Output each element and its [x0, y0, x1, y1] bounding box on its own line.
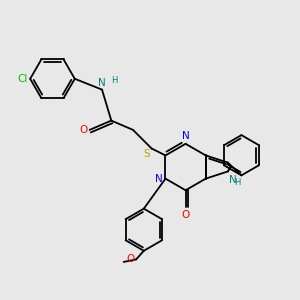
- Text: N: N: [182, 131, 190, 141]
- Text: N: N: [98, 78, 106, 88]
- Text: N: N: [155, 174, 163, 184]
- Text: O: O: [182, 210, 190, 220]
- Text: Cl: Cl: [17, 74, 28, 84]
- Text: S: S: [143, 149, 150, 159]
- Text: N: N: [229, 175, 237, 185]
- Text: H: H: [235, 178, 241, 187]
- Text: H: H: [111, 76, 117, 85]
- Text: O: O: [79, 125, 87, 135]
- Text: O: O: [126, 254, 134, 264]
